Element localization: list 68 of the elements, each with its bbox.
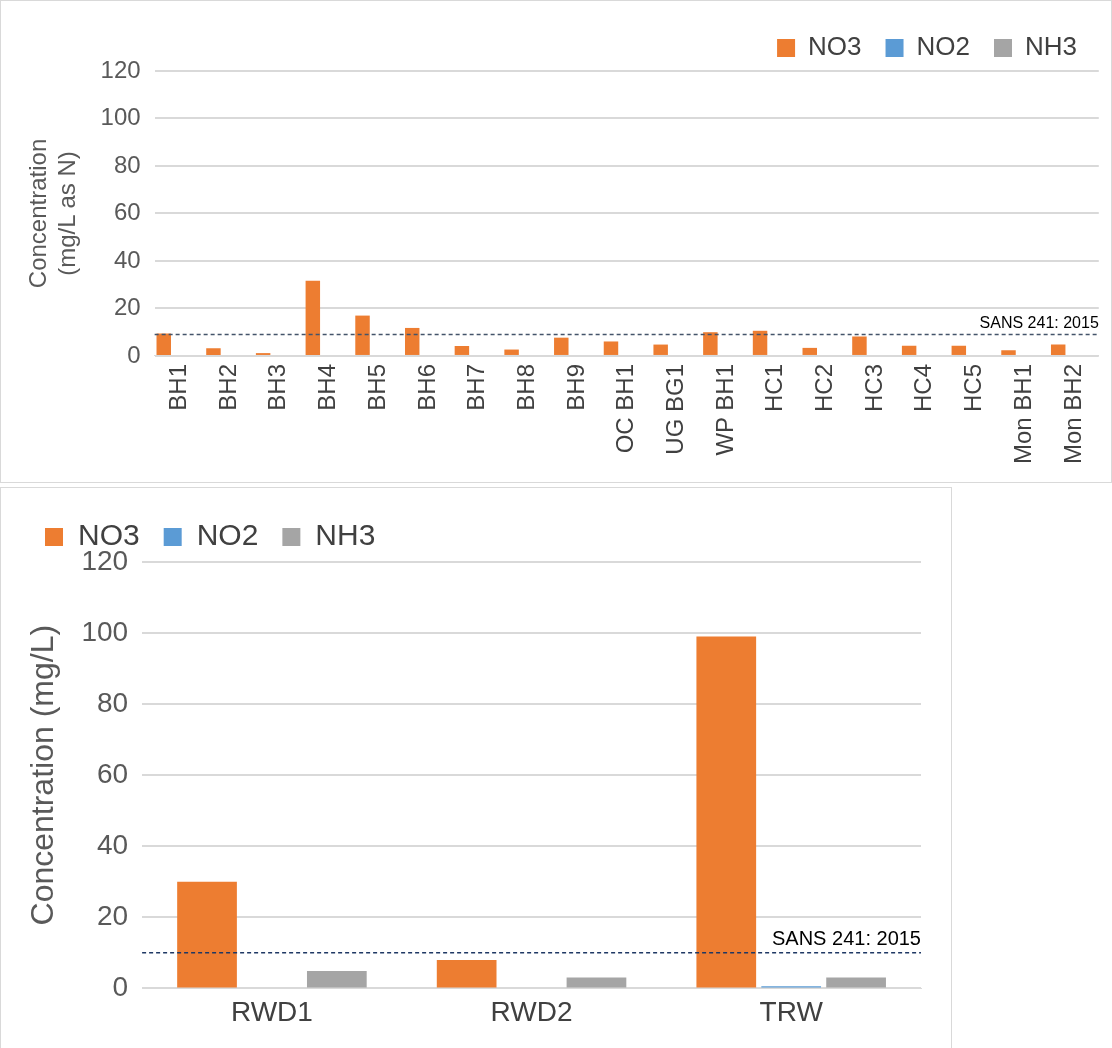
bar bbox=[826, 977, 886, 988]
x-tick-label: RWD1 bbox=[230, 995, 313, 1027]
x-tick-label: TRW bbox=[759, 995, 824, 1027]
x-tick-label: BH1 bbox=[164, 363, 192, 411]
bar bbox=[802, 347, 817, 355]
y-axis-title: Concentration (mg/L as N) bbox=[24, 138, 80, 289]
bar bbox=[305, 280, 321, 355]
x-tick-label: WP BH1 bbox=[710, 363, 738, 456]
x-tick-label: HC5 bbox=[959, 363, 987, 412]
x-tick-label: HC3 bbox=[859, 363, 887, 412]
y-tick-label: 60 bbox=[113, 198, 141, 226]
y-tick-label: 20 bbox=[113, 293, 141, 321]
legend-label: NO2 bbox=[916, 31, 970, 62]
x-tick-label: BH4 bbox=[313, 363, 341, 411]
bar bbox=[566, 977, 627, 988]
y-tick-label: 0 bbox=[127, 340, 141, 368]
legend-label: NO3 bbox=[808, 31, 862, 62]
y-tick-label: 120 bbox=[100, 55, 141, 83]
y-tick-label: 60 bbox=[96, 757, 129, 789]
y-tick-label: 0 bbox=[112, 971, 129, 1003]
y-tick-label: 100 bbox=[81, 615, 129, 647]
x-tick-label: OC BH1 bbox=[611, 363, 639, 454]
y-tick-label: 80 bbox=[113, 150, 141, 178]
y-tick-label: 100 bbox=[100, 103, 141, 131]
bar bbox=[177, 881, 237, 988]
bar bbox=[696, 636, 757, 988]
bar bbox=[951, 345, 967, 355]
bar bbox=[1001, 350, 1016, 355]
bar bbox=[436, 959, 497, 988]
bar bbox=[752, 330, 768, 355]
y-tick-label: 20 bbox=[96, 900, 129, 932]
x-tick-label: BH9 bbox=[561, 363, 589, 411]
bar bbox=[156, 333, 171, 355]
bar bbox=[404, 327, 420, 355]
x-tick-label: HC1 bbox=[760, 363, 788, 412]
bar bbox=[1050, 344, 1066, 355]
x-tick-label: BH7 bbox=[462, 363, 490, 411]
bar bbox=[852, 336, 867, 355]
x-tick-label: HC4 bbox=[909, 363, 937, 412]
bar bbox=[355, 315, 370, 355]
x-tick-label: BH2 bbox=[213, 363, 241, 411]
bar bbox=[306, 970, 367, 988]
bar bbox=[901, 345, 917, 355]
x-tick-label: BH8 bbox=[511, 363, 539, 411]
bar bbox=[703, 332, 718, 355]
x-tick-label: BH5 bbox=[362, 363, 390, 411]
legend-label: NH3 bbox=[315, 518, 376, 552]
x-tick-label: BH3 bbox=[263, 363, 291, 411]
bar bbox=[554, 337, 569, 355]
legend-label: NO2 bbox=[196, 518, 259, 552]
x-tick-label: Mon BH1 bbox=[1008, 363, 1036, 464]
y-axis-title: Concentration (mg/L) bbox=[24, 624, 61, 926]
legend-label: NH3 bbox=[1024, 31, 1077, 62]
annotation: SANS 241: 2015 bbox=[979, 313, 1099, 331]
bar bbox=[504, 349, 519, 355]
y-tick-label: 40 bbox=[113, 245, 141, 273]
x-tick-label: UG BG1 bbox=[661, 363, 689, 455]
x-tick-label: RWD2 bbox=[490, 995, 573, 1027]
y-tick-label: 80 bbox=[96, 686, 129, 718]
bar bbox=[603, 341, 619, 355]
x-tick-label: BH6 bbox=[412, 363, 440, 411]
bar bbox=[454, 345, 470, 355]
bar bbox=[653, 344, 668, 355]
annotation: SANS 241: 2015 bbox=[772, 927, 921, 950]
y-tick-label: 40 bbox=[96, 828, 129, 860]
x-tick-label: Mon BH2 bbox=[1058, 363, 1086, 464]
bar bbox=[206, 348, 221, 355]
x-tick-label: HC2 bbox=[810, 363, 838, 412]
